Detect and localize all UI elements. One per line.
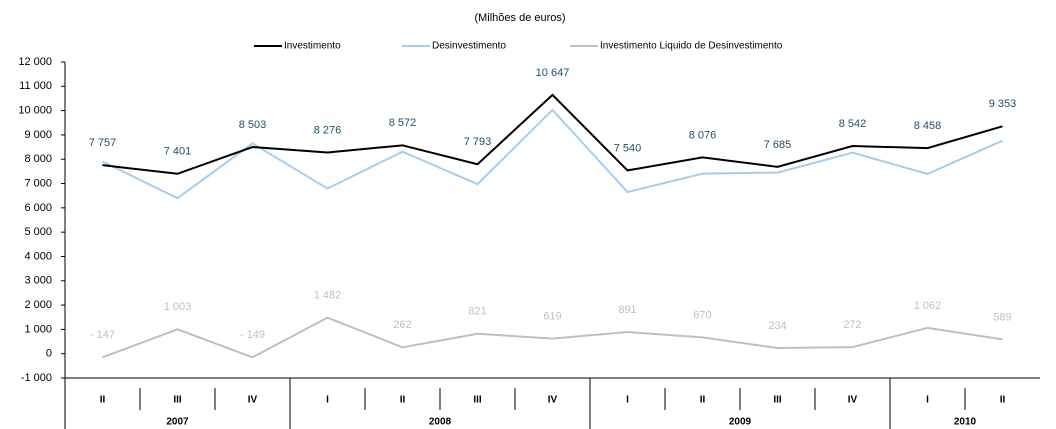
x-tick-label: IV <box>848 395 858 406</box>
data-label: 9 353 <box>989 98 1017 110</box>
y-tick-label: 5 000 <box>24 226 52 238</box>
legend-label: Investimento <box>284 41 341 52</box>
data-label: 7 401 <box>164 146 192 158</box>
x-tick-label: II <box>400 395 406 406</box>
data-label: 272 <box>843 319 861 331</box>
y-tick-label: 1 000 <box>24 323 52 335</box>
group-label: 2007 <box>166 417 189 428</box>
legend-label: Desinvestimento <box>432 41 506 52</box>
data-label: 7 757 <box>89 137 117 149</box>
x-tick-label: III <box>473 395 482 406</box>
y-tick-label: 3 000 <box>24 275 52 287</box>
legend-label: Investimento Liquido de Desinvestimento <box>600 41 783 52</box>
data-label: 1 062 <box>914 300 942 312</box>
y-tick-label: -1 000 <box>21 372 52 384</box>
data-label: 8 572 <box>389 117 417 129</box>
series-line <box>102 316 1003 359</box>
chart-subtitle: (Milhões de euros) <box>474 12 565 24</box>
x-tick-label: I <box>926 395 929 406</box>
data-label: 670 <box>693 309 711 321</box>
group-label: 2008 <box>429 417 452 428</box>
data-label: 7 685 <box>764 139 792 151</box>
data-label: 589 <box>993 311 1011 323</box>
data-label: 8 076 <box>689 129 717 141</box>
x-tick-label: IV <box>248 395 258 406</box>
series-line <box>102 93 1003 175</box>
x-tick-label: II <box>100 395 106 406</box>
y-tick-label: 6 000 <box>24 202 52 214</box>
data-label: 8 276 <box>314 124 342 136</box>
data-label: 262 <box>393 319 411 331</box>
y-tick-label: 7 000 <box>24 177 52 189</box>
data-label: 1 003 <box>164 301 192 313</box>
data-label: - 149 <box>240 329 265 341</box>
data-label: 619 <box>543 311 561 323</box>
group-label: 2009 <box>729 417 752 428</box>
y-tick-label: 11 000 <box>19 80 52 92</box>
x-tick-label: I <box>326 395 329 406</box>
x-tick-label: II <box>700 395 706 406</box>
data-label: 7 793 <box>464 136 492 148</box>
data-label: 821 <box>468 306 486 318</box>
y-tick-label: 12 000 <box>18 56 52 68</box>
y-tick-label: 10 000 <box>18 105 52 117</box>
y-tick-label: 9 000 <box>24 129 52 141</box>
data-label: 8 542 <box>839 118 867 130</box>
y-tick-label: 8 000 <box>24 153 52 165</box>
y-tick-label: 4 000 <box>24 250 52 262</box>
group-label: 2010 <box>954 417 977 428</box>
x-tick-label: IV <box>548 395 558 406</box>
data-label: 891 <box>618 304 636 316</box>
data-label: 8 503 <box>239 119 267 131</box>
x-tick-label: III <box>173 395 182 406</box>
y-tick-label: 0 <box>46 348 52 360</box>
data-label: 10 647 <box>536 67 570 79</box>
data-label: - 147 <box>90 329 115 341</box>
y-tick-label: 2 000 <box>24 299 52 311</box>
data-label: 8 458 <box>914 120 942 132</box>
series-line <box>102 108 1003 200</box>
x-tick-label: II <box>1000 395 1006 406</box>
data-label: 7 540 <box>614 142 642 154</box>
x-tick-label: III <box>773 395 782 406</box>
x-tick-label: I <box>626 395 629 406</box>
data-label: 234 <box>768 320 786 332</box>
data-label: 1 482 <box>314 290 342 302</box>
